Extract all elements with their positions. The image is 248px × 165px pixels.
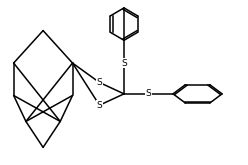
Text: S: S [121,59,127,67]
Text: S: S [97,101,102,110]
Text: S: S [146,89,151,98]
Text: S: S [97,78,102,87]
